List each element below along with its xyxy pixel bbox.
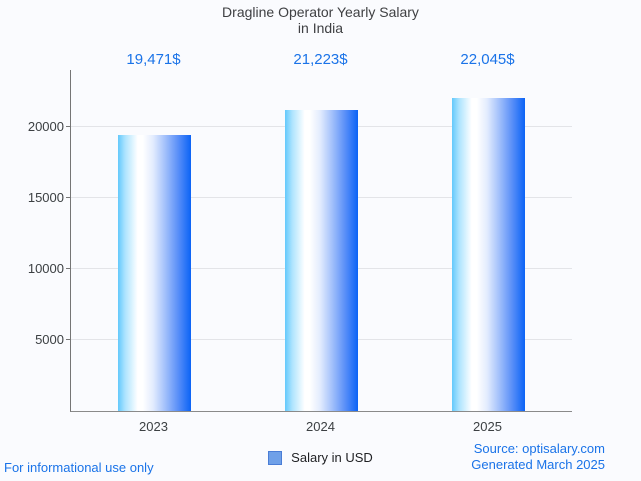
y-axis-label-15000: 15000 xyxy=(27,190,64,205)
chart-title-line1: Dragline Operator Yearly Salary xyxy=(222,4,419,20)
plot-area: 5000 10000 15000 20000 xyxy=(28,70,572,412)
y-axis-tick xyxy=(66,197,71,198)
x-axis-label-2023: 2023 xyxy=(139,419,168,434)
y-axis-label-20000: 20000 xyxy=(27,119,64,134)
bar-2023 xyxy=(118,135,191,411)
y-axis-tick xyxy=(66,126,71,127)
y-axis-tick xyxy=(66,268,71,269)
y-axis-tick xyxy=(66,339,71,340)
legend-swatch-icon xyxy=(268,450,283,465)
value-label-2024: 21,223$ xyxy=(293,51,348,68)
bar-2025 xyxy=(452,98,525,411)
chart-title: Dragline Operator Yearly Salary in India xyxy=(0,4,641,36)
legend-label: Salary in USD xyxy=(291,450,373,465)
disclaimer-text: For informational use only xyxy=(4,460,154,475)
x-axis-label-2025: 2025 xyxy=(473,419,502,434)
legend: Salary in USD xyxy=(0,450,641,465)
footer-source: Source: optisalary.com Generated March 2… xyxy=(471,441,605,473)
chart-title-line2: in India xyxy=(297,20,344,36)
bar-2024 xyxy=(285,110,358,411)
y-axis-label-10000: 10000 xyxy=(27,261,64,276)
x-axis-label-2024: 2024 xyxy=(306,419,335,434)
y-axis-label-5000: 5000 xyxy=(35,332,64,347)
value-label-2025: 22,045$ xyxy=(460,51,515,68)
generated-date: Generated March 2025 xyxy=(471,457,605,472)
value-label-2023: 19,471$ xyxy=(126,51,181,68)
source-link[interactable]: Source: optisalary.com xyxy=(473,441,605,456)
